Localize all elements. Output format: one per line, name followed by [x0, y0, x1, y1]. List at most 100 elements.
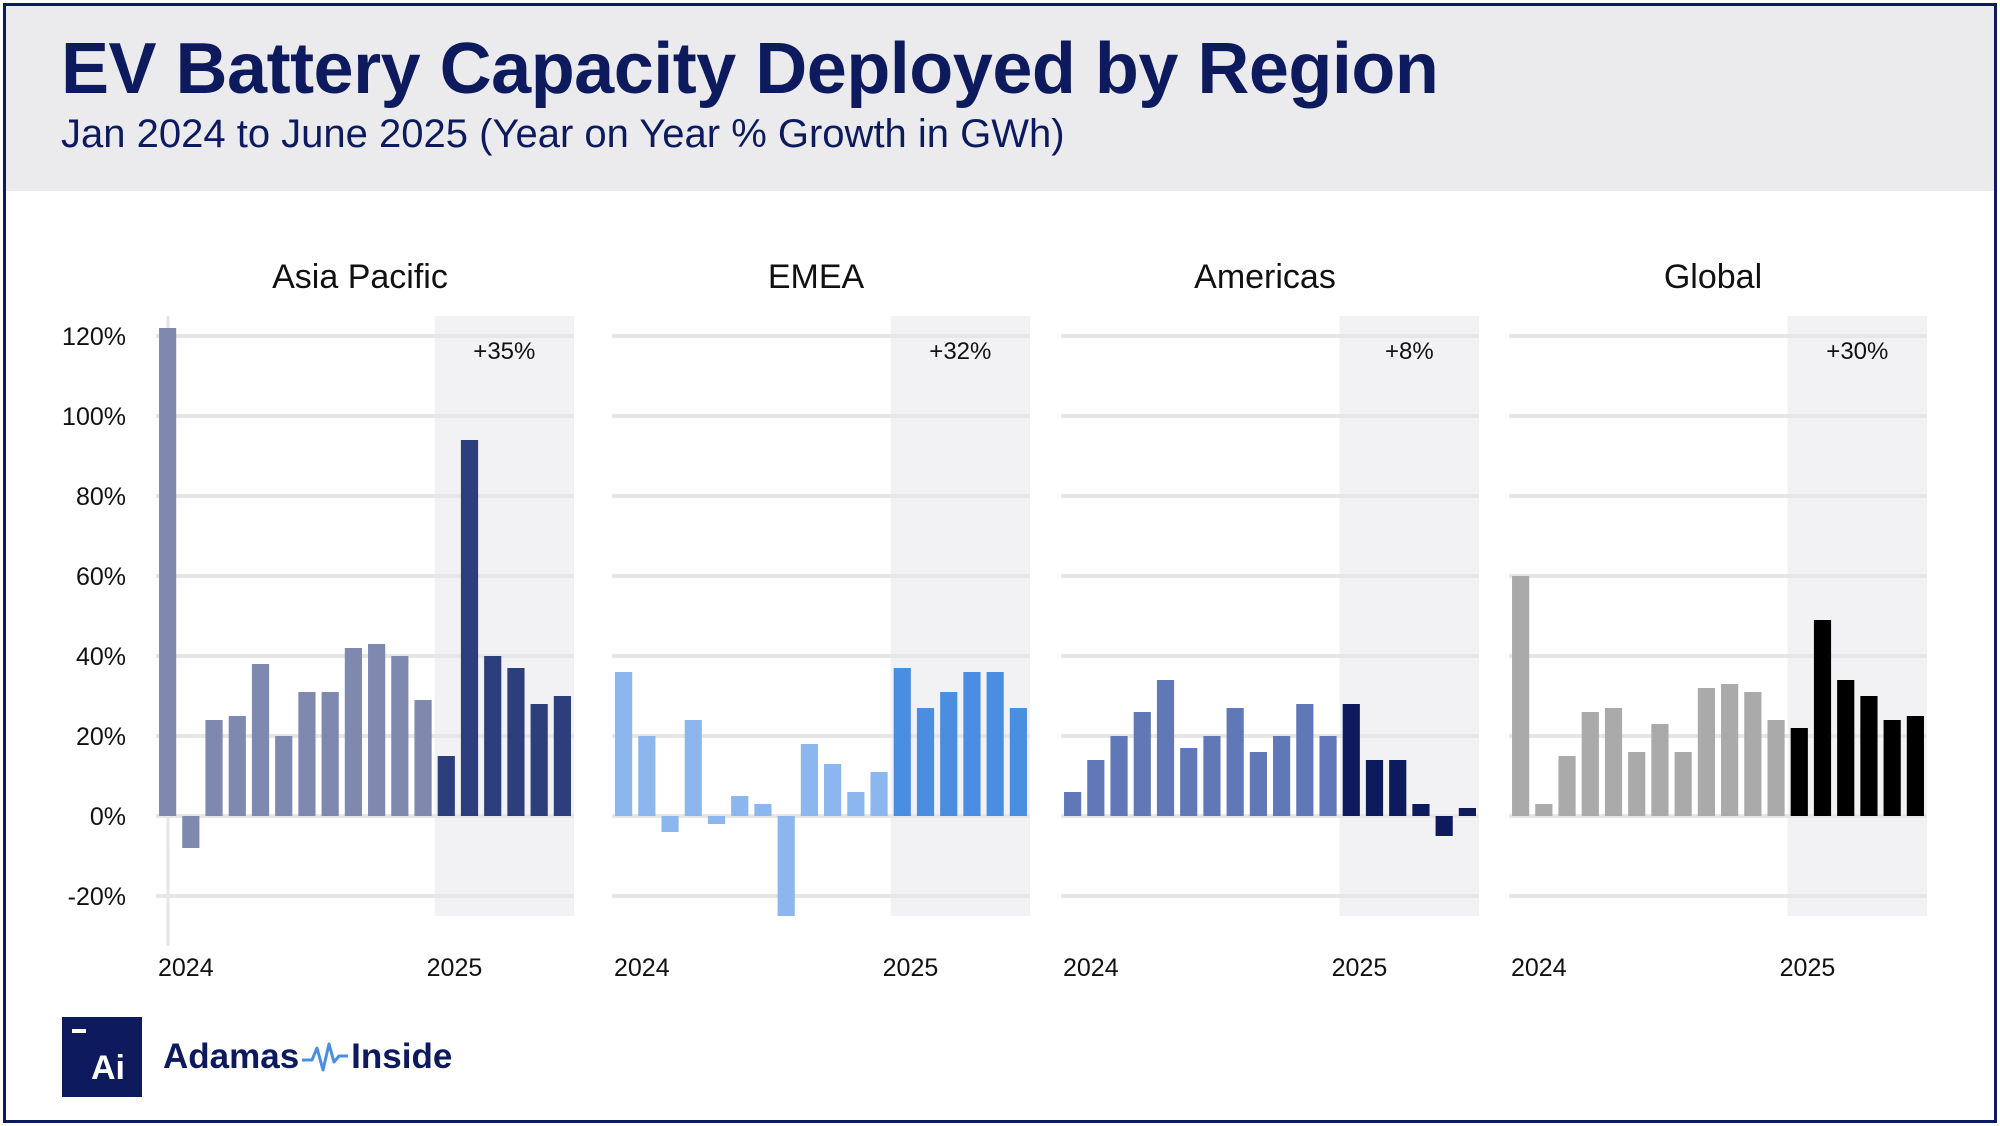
annotation-americas: +8% — [1385, 338, 1434, 365]
bar-asia-pacific-2024-10 — [368, 644, 386, 816]
x-label-2025-asia-pacific: 2025 — [427, 954, 483, 982]
annotation-asia-pacific: +35% — [473, 338, 535, 365]
bar-global-2024-8 — [1674, 752, 1692, 816]
bar-global-2024-2 — [1535, 804, 1553, 816]
bar-americas-2025-2 — [1365, 760, 1384, 816]
bar-emea-2024-1 — [615, 672, 633, 816]
x-label-2024-americas: 2024 — [1063, 954, 1119, 982]
bar-americas-2024-9 — [1249, 752, 1267, 816]
bar-global-2025-2 — [1813, 620, 1832, 816]
bar-asia-pacific-2024-3 — [205, 720, 223, 816]
panel-title-americas: Americas — [1194, 258, 1336, 296]
bar-asia-pacific-2024-5 — [251, 664, 270, 816]
bar-emea-2025-3 — [940, 692, 958, 816]
bar-asia-pacific-2025-4 — [507, 668, 525, 816]
bar-global-2024-5 — [1604, 708, 1623, 816]
brand-name: Adamas Inside — [163, 1032, 452, 1082]
bar-global-2024-3 — [1558, 756, 1576, 816]
bar-global-2024-6 — [1628, 752, 1646, 816]
bar-americas-2024-8 — [1226, 708, 1244, 816]
y-tick-label: 60% — [76, 563, 126, 591]
bar-asia-pacific-2025-2 — [460, 440, 479, 816]
bar-global-2025-3 — [1837, 680, 1855, 816]
bar-asia-pacific-2024-2 — [182, 816, 200, 848]
bar-asia-pacific-2025-6 — [553, 696, 571, 816]
bar-asia-pacific-2024-9 — [344, 648, 362, 816]
bar-emea-2024-9 — [800, 744, 818, 816]
bar-asia-pacific-2024-4 — [228, 716, 246, 816]
bar-emea-2024-6 — [731, 796, 749, 816]
bar-global-2024-11 — [1744, 692, 1762, 816]
bar-emea-2025-1 — [893, 668, 911, 816]
logo-dash-mark — [72, 1029, 86, 1033]
bar-americas-2025-3 — [1389, 760, 1407, 816]
bar-asia-pacific-2024-7 — [298, 692, 316, 816]
bar-emea-2024-8 — [777, 816, 795, 916]
brand-logo: Ai — [62, 1017, 142, 1097]
annotation-global: +30% — [1826, 338, 1888, 365]
y-tick-label: 80% — [76, 483, 126, 511]
panel-title-asia-pacific: Asia Pacific — [272, 258, 448, 296]
bar-americas-2024-10 — [1273, 736, 1291, 816]
x-label-2025-americas: 2025 — [1332, 954, 1388, 982]
bar-americas-2025-1 — [1342, 704, 1360, 816]
bar-americas-2024-4 — [1133, 712, 1151, 816]
bar-emea-2024-4 — [684, 720, 702, 816]
header-band: EV Battery Capacity Deployed by Region J… — [6, 6, 1994, 191]
bar-global-2024-10 — [1721, 684, 1739, 816]
bar-global-2024-12 — [1767, 720, 1785, 816]
bar-americas-2025-6 — [1458, 808, 1476, 816]
chart-frame: EV Battery Capacity Deployed by Region J… — [3, 3, 1997, 1123]
y-tick-label: 40% — [76, 643, 126, 671]
y-tick-label: 20% — [76, 723, 126, 751]
bar-emea-2024-5 — [707, 816, 726, 824]
bar-emea-2025-2 — [916, 708, 935, 816]
pulse-icon — [302, 1042, 349, 1072]
bar-emea-2024-2 — [638, 736, 656, 816]
chart-area: -20% 0% 20% 40% 60% 80% 100% 120% Asia Pacific +3… — [62, 258, 1927, 982]
x-label-2024-asia-pacific: 2024 — [158, 954, 214, 982]
y-tick-label: 100% — [62, 403, 126, 431]
bar-asia-pacific-2025-5 — [530, 704, 548, 816]
panel-2025-shade — [890, 316, 1030, 916]
bar-global-2025-4 — [1860, 696, 1878, 816]
bar-global-2025-1 — [1790, 728, 1808, 816]
bar-asia-pacific-2024-1 — [159, 328, 177, 816]
bar-emea-2024-3 — [661, 816, 679, 832]
bar-global-2025-6 — [1906, 716, 1924, 816]
chart-title: EV Battery Capacity Deployed by Region — [61, 29, 1439, 109]
annotation-emea: +32% — [929, 338, 991, 365]
bar-americas-2024-3 — [1110, 736, 1128, 816]
y-tick-label: 120% — [62, 323, 126, 351]
bar-emea-2025-5 — [986, 672, 1004, 816]
y-tick-label: 0% — [90, 803, 126, 831]
bar-global-2025-5 — [1883, 720, 1901, 816]
bar-americas-2024-2 — [1087, 760, 1105, 816]
panel-2025-shade — [1339, 316, 1479, 916]
bar-americas-2024-7 — [1203, 736, 1221, 816]
bar-emea-2024-12 — [870, 772, 888, 816]
bar-asia-pacific-2025-1 — [437, 756, 455, 816]
bar-asia-pacific-2024-8 — [321, 692, 339, 816]
bar-asia-pacific-2024-6 — [275, 736, 293, 816]
logo-text: Ai — [91, 1049, 125, 1087]
x-label-2024-emea: 2024 — [614, 954, 670, 982]
bar-americas-2024-12 — [1319, 736, 1337, 816]
panel-2025-shade — [1787, 316, 1927, 916]
bar-emea-2025-6 — [1009, 708, 1027, 816]
panel-2025-shade — [434, 316, 574, 916]
bar-emea-2025-4 — [963, 672, 981, 816]
brand-name-left: Adamas — [163, 1037, 300, 1076]
bar-americas-2024-1 — [1064, 792, 1082, 816]
bar-americas-2024-6 — [1180, 748, 1198, 816]
bar-americas-2025-4 — [1412, 804, 1430, 816]
bar-global-2024-9 — [1697, 688, 1715, 816]
panel-title-emea: EMEA — [768, 258, 865, 296]
brand-name-right: Inside — [351, 1037, 453, 1076]
bar-americas-2025-5 — [1435, 816, 1453, 836]
bar-emea-2024-10 — [824, 764, 842, 816]
bar-global-2024-4 — [1581, 712, 1599, 816]
x-label-2024-global: 2024 — [1511, 954, 1567, 982]
x-label-2025-global: 2025 — [1780, 954, 1836, 982]
bar-asia-pacific-2025-3 — [484, 656, 502, 816]
